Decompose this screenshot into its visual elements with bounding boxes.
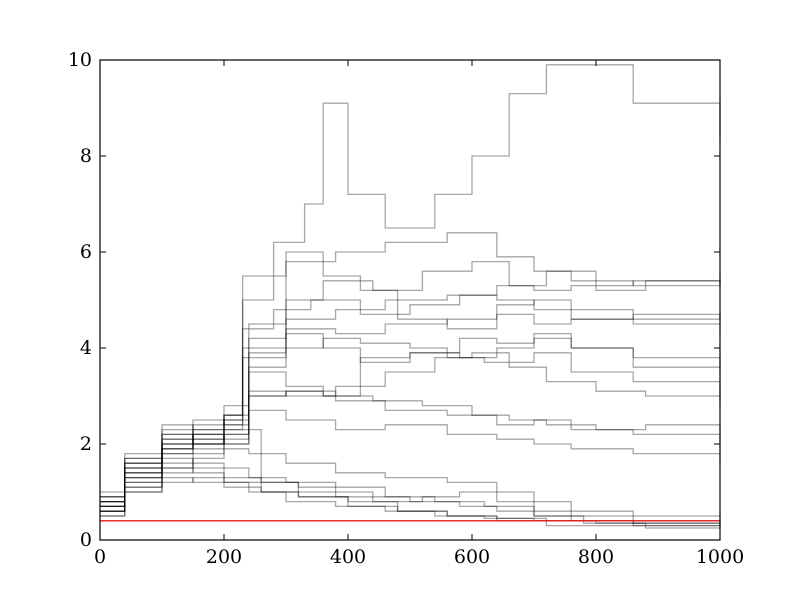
x-tick-label: 1000 <box>696 546 744 568</box>
series-line-7 <box>100 467 721 526</box>
series-line-2 <box>100 313 721 512</box>
series-line-6 <box>100 409 721 517</box>
x-tick-label: 0 <box>94 546 106 568</box>
y-tick-label: 8 <box>80 145 92 167</box>
series-line-4 <box>100 332 721 508</box>
series-line-1 <box>100 276 721 503</box>
plot-frame <box>99 59 721 541</box>
y-tick-label: 2 <box>80 433 92 455</box>
series-line-13 <box>100 64 721 503</box>
series-line-9 <box>100 390 721 503</box>
series-line-5 <box>100 251 721 493</box>
series-line-18 <box>100 332 721 508</box>
y-tick-label: 0 <box>80 529 92 551</box>
series-line-14 <box>100 448 721 521</box>
x-tick-label: 800 <box>578 546 614 568</box>
series-line-3 <box>100 232 721 498</box>
series-line-16 <box>100 462 721 526</box>
y-tick-label: 4 <box>80 337 92 359</box>
series-line-20 <box>100 390 721 503</box>
series-line-17 <box>100 352 721 503</box>
series-line-12 <box>100 337 721 508</box>
x-tick-label: 200 <box>206 546 242 568</box>
series-line-15 <box>100 260 721 498</box>
x-tick-label: 400 <box>330 546 366 568</box>
y-tick-label: 6 <box>80 241 92 263</box>
series-line-21 <box>100 428 721 524</box>
x-tick-label: 600 <box>454 546 490 568</box>
series-line-11 <box>100 294 721 498</box>
tick-layer: 0 200 400 600 800 1000 0 2 4 6 8 10 <box>68 49 744 568</box>
y-tick-label: 10 <box>68 49 92 71</box>
series-line-10 <box>100 476 720 529</box>
